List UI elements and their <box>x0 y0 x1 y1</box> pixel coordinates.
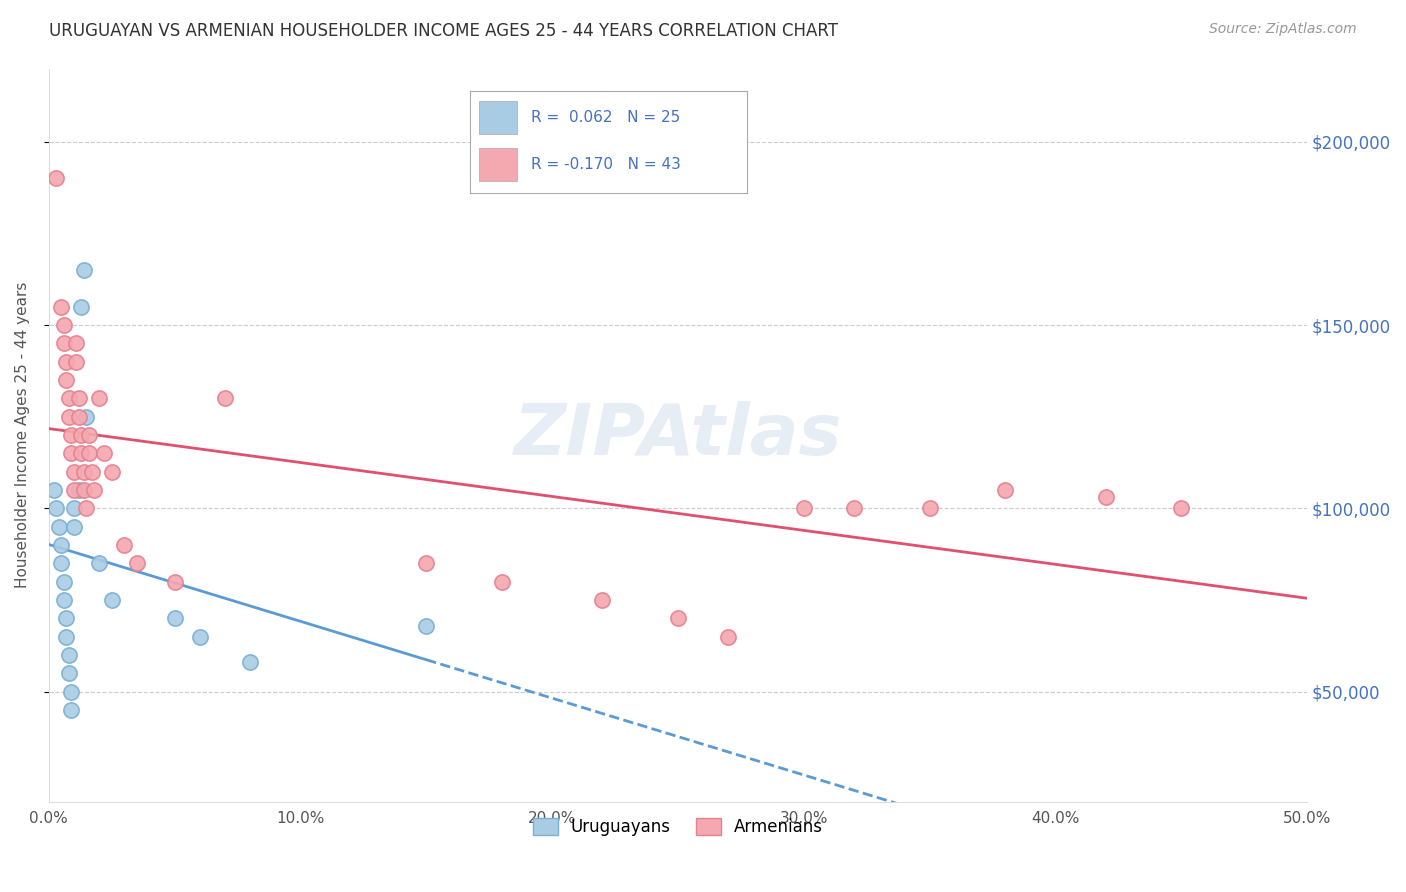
Point <box>63 483 86 497</box>
Point <box>163 611 186 625</box>
Point <box>58 666 80 681</box>
Point <box>73 465 96 479</box>
Point <box>112 538 135 552</box>
Point <box>93 446 115 460</box>
Point <box>58 648 80 662</box>
Point <box>55 611 77 625</box>
Point <box>1170 501 1192 516</box>
Point <box>591 593 613 607</box>
Point <box>70 300 93 314</box>
Text: ZIPAtlas: ZIPAtlas <box>513 401 842 469</box>
Point <box>666 611 689 625</box>
Point <box>60 428 83 442</box>
Point <box>76 409 98 424</box>
Point <box>70 428 93 442</box>
Point <box>87 557 110 571</box>
Point <box>188 630 211 644</box>
Point <box>125 557 148 571</box>
Point <box>58 392 80 406</box>
Point <box>48 519 70 533</box>
Point <box>58 409 80 424</box>
Point <box>65 355 87 369</box>
Point <box>52 336 75 351</box>
Point <box>1094 491 1116 505</box>
Point <box>415 557 437 571</box>
Point <box>163 574 186 589</box>
Point <box>793 501 815 516</box>
Point <box>63 501 86 516</box>
Y-axis label: Householder Income Ages 25 - 44 years: Householder Income Ages 25 - 44 years <box>15 282 30 588</box>
Point <box>73 263 96 277</box>
Text: Source: ZipAtlas.com: Source: ZipAtlas.com <box>1209 22 1357 37</box>
Point <box>52 318 75 332</box>
Text: URUGUAYAN VS ARMENIAN HOUSEHOLDER INCOME AGES 25 - 44 YEARS CORRELATION CHART: URUGUAYAN VS ARMENIAN HOUSEHOLDER INCOME… <box>49 22 838 40</box>
Point <box>491 574 513 589</box>
Point <box>100 593 122 607</box>
Point <box>214 392 236 406</box>
Point <box>77 446 100 460</box>
Point <box>67 483 90 497</box>
Point <box>52 593 75 607</box>
Point <box>55 373 77 387</box>
Point <box>83 483 105 497</box>
Point <box>77 428 100 442</box>
Point <box>73 483 96 497</box>
Point <box>45 171 67 186</box>
Point <box>70 446 93 460</box>
Point <box>55 355 77 369</box>
Point <box>842 501 865 516</box>
Point <box>52 574 75 589</box>
Point <box>60 703 83 717</box>
Point <box>51 538 73 552</box>
Point <box>67 392 90 406</box>
Point <box>42 483 65 497</box>
Point <box>415 618 437 632</box>
Point <box>717 630 740 644</box>
Legend: Uruguayans, Armenians: Uruguayans, Armenians <box>524 810 831 845</box>
Point <box>100 465 122 479</box>
Point <box>63 519 86 533</box>
Point <box>239 655 262 669</box>
Point <box>80 465 103 479</box>
Point <box>55 630 77 644</box>
Point <box>67 409 90 424</box>
Point <box>51 300 73 314</box>
Point <box>994 483 1017 497</box>
Point <box>65 336 87 351</box>
Point <box>63 465 86 479</box>
Point <box>60 446 83 460</box>
Point <box>87 392 110 406</box>
Point <box>45 501 67 516</box>
Point <box>60 684 83 698</box>
Point <box>918 501 941 516</box>
Point <box>51 557 73 571</box>
Point <box>76 501 98 516</box>
